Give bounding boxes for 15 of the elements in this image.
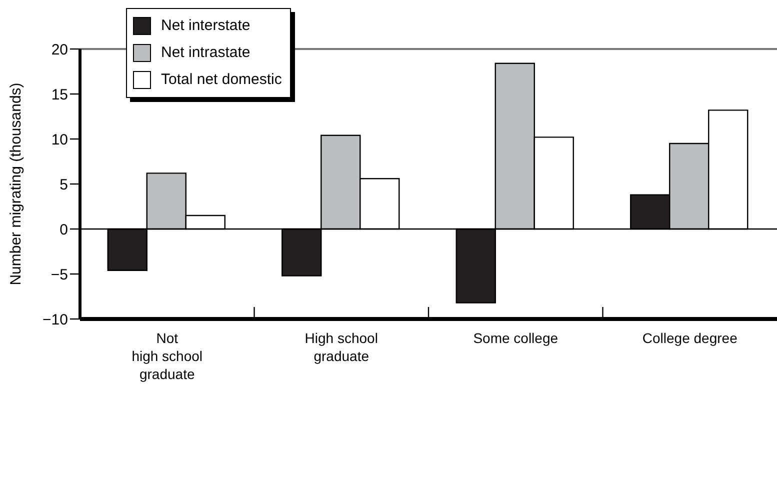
- legend-label: Net intrastate: [161, 44, 250, 61]
- y-tick-label: −10: [42, 311, 68, 328]
- legend-label: Total net domestic: [161, 71, 282, 88]
- x-tick-label: Not high school graduate: [132, 330, 203, 382]
- y-tick-label: 20: [51, 41, 68, 58]
- y-tick-label: 5: [60, 176, 68, 194]
- y-tick-label: −5: [50, 266, 68, 284]
- y-tick-label: 15: [51, 86, 68, 104]
- y-tick-label: 10: [51, 131, 68, 148]
- y-axis-title: Number migrating (thousands): [7, 82, 24, 286]
- x-tick-label: Some college: [473, 330, 558, 346]
- y-tick-label: 0: [60, 221, 68, 238]
- legend-label: Net interstate: [161, 17, 250, 34]
- x-tick-label: High school graduate: [304, 330, 378, 364]
- x-tick-label: College degree: [642, 330, 738, 346]
